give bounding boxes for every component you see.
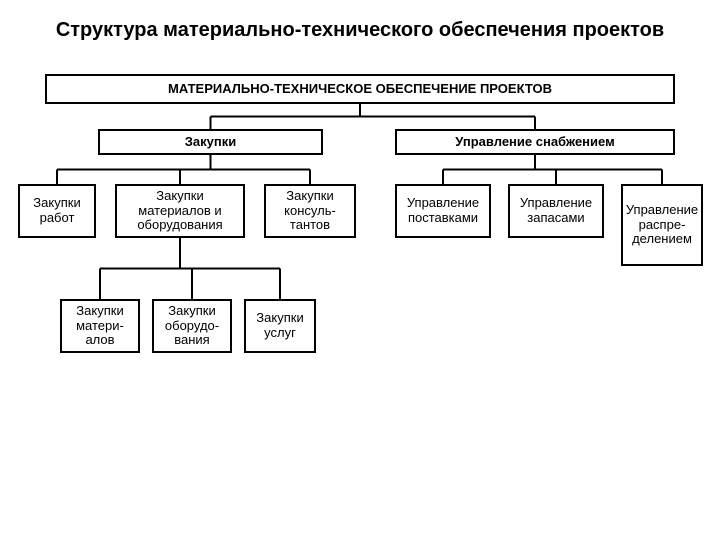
node-l2a: Закупки работ <box>18 184 96 238</box>
node-l2e: Управление запасами <box>508 184 604 238</box>
node-l3c: Закупки услуг <box>244 299 316 353</box>
node-l2b: Закупки материалов и оборудования <box>115 184 245 238</box>
node-l1a: Закупки <box>98 129 323 155</box>
page-title: Структура материально-технического обесп… <box>0 0 720 49</box>
node-root: МАТЕРИАЛЬНО-ТЕХНИЧЕСКОЕ ОБЕСПЕЧЕНИЕ ПРОЕ… <box>45 74 675 104</box>
node-l1b: Управление снабжением <box>395 129 675 155</box>
diagram-canvas: МАТЕРИАЛЬНО-ТЕХНИЧЕСКОЕ ОБЕСПЕЧЕНИЕ ПРОЕ… <box>0 49 720 489</box>
connector-lines <box>0 49 720 489</box>
node-l2d: Управление поставками <box>395 184 491 238</box>
node-l2c: Закупки консуль­тантов <box>264 184 356 238</box>
node-l2f: Управ­ление распре­деле­нием <box>621 184 703 266</box>
node-l3a: Закупки матери­алов <box>60 299 140 353</box>
node-l3b: Закупки оборудо­вания <box>152 299 232 353</box>
